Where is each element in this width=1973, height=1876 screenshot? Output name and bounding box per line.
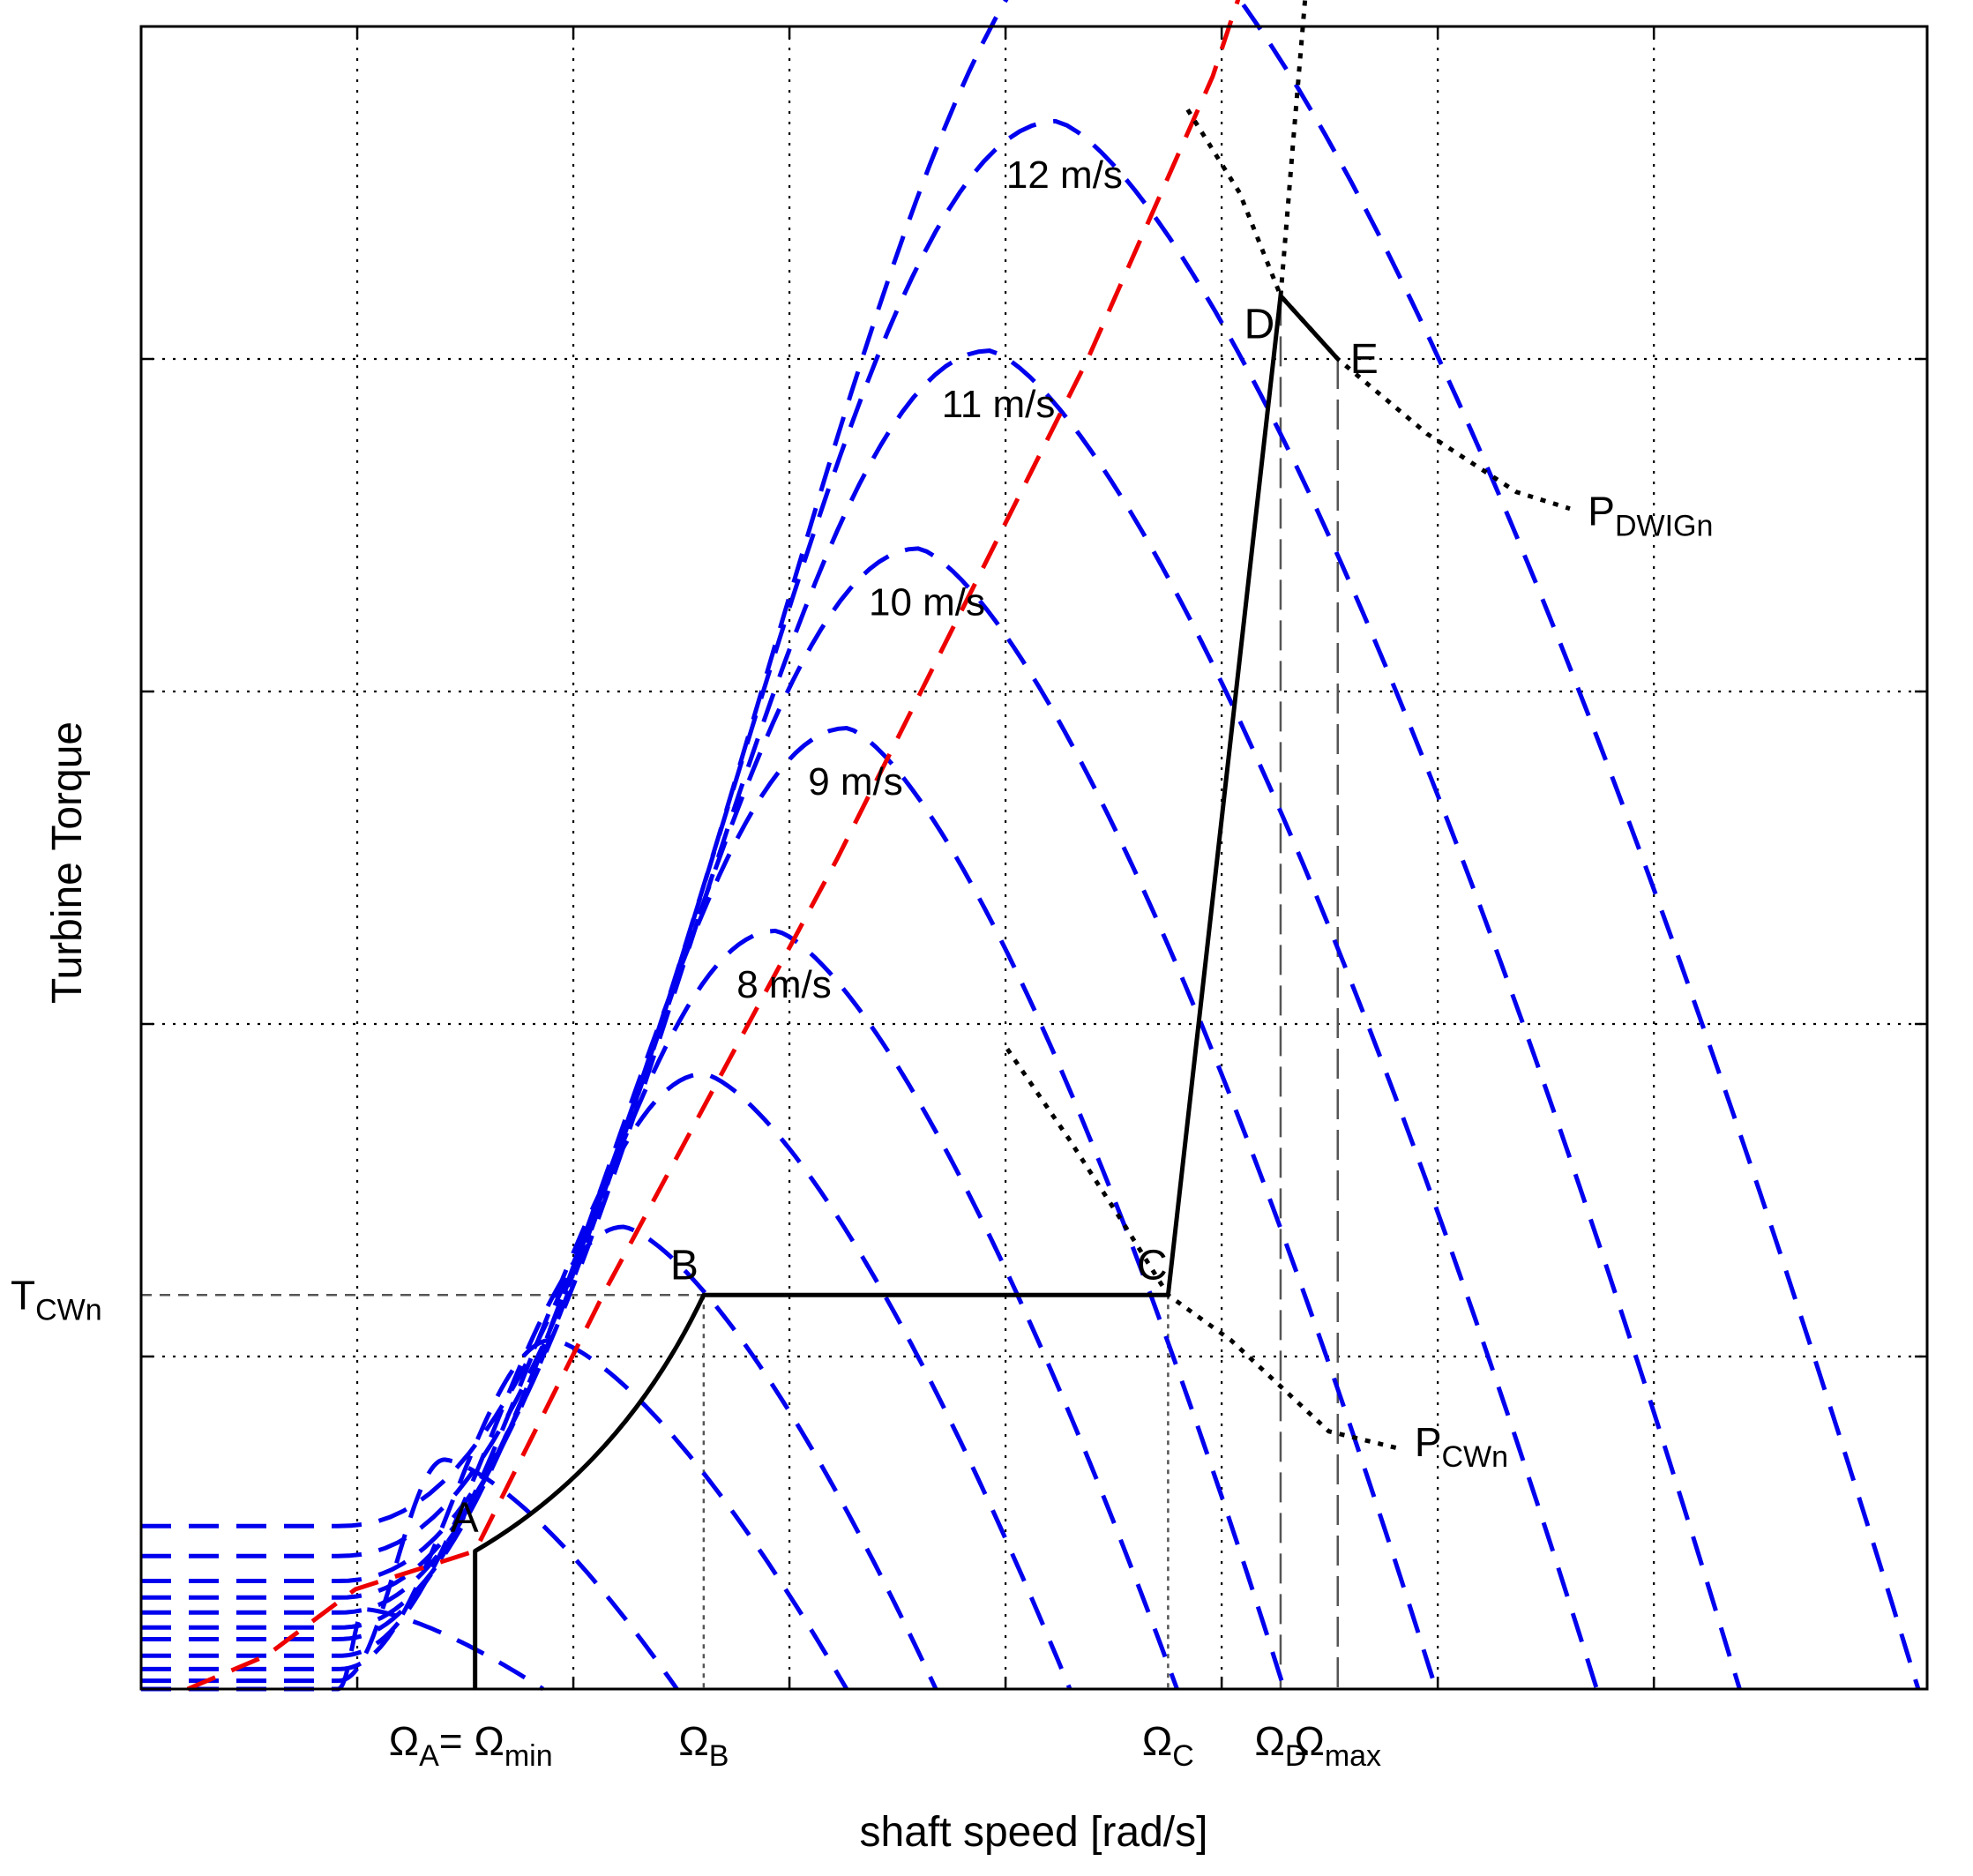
guide-lines — [141, 295, 1339, 1689]
y-axis-title: Turbine Torque — [44, 721, 91, 1004]
point-label-d: D — [1244, 301, 1275, 348]
point-label-b: B — [670, 1242, 699, 1289]
wind-label-8ms: 8 m/s — [736, 963, 832, 1006]
grid-lines — [141, 26, 1927, 1689]
p-dwign-upper-curve — [1278, 0, 1308, 296]
optimal-torque-curve — [186, 0, 1241, 1692]
wind-speed-curves — [141, 0, 1921, 1692]
wind-label-12ms: 12 m/s — [1006, 153, 1123, 197]
p-cwn-curve — [1005, 1047, 1398, 1451]
p-dwign-curve — [1185, 108, 1571, 512]
wind-curve-13ms — [141, 0, 1921, 1690]
x-tick-label-A: ΩA= Ωmin — [389, 1718, 553, 1773]
annotation-dwign: PDWIGn — [1588, 489, 1713, 543]
x-tick-label-C: ΩC — [1142, 1718, 1194, 1773]
x-tick-label-B: ΩB — [678, 1718, 729, 1773]
wind-curve-3ms — [141, 1606, 544, 1692]
power-limit-curves — [1005, 0, 1571, 1451]
wind-curve-5ms — [141, 1337, 849, 1691]
optimal-torque-curve-group — [186, 0, 1241, 1692]
wind-curve-6ms — [141, 1224, 938, 1691]
y-tick-label-cwn: TCWn — [11, 1272, 102, 1327]
point-label-e: E — [1350, 336, 1379, 383]
wind-label-10ms: 10 m/s — [869, 580, 985, 624]
x-tick-label-D: ΩD — [1254, 1718, 1306, 1773]
wind-label-11ms: 11 m/s — [942, 383, 1056, 426]
operating-path — [473, 293, 1340, 1689]
wind-curve-10ms — [141, 546, 1439, 1690]
tick-marks — [141, 26, 1927, 1689]
point-label-a: A — [451, 1495, 479, 1542]
x-tick-label-max: Ωmax — [1294, 1718, 1381, 1773]
plot-frame — [139, 25, 1929, 1691]
wind-curve-11ms — [141, 348, 1599, 1690]
point-label-c: C — [1137, 1242, 1168, 1289]
chart-labels: 8 m/s9 m/s10 m/s11 m/s12 m/s13 m/sABCDEP… — [451, 153, 1714, 1542]
wind-label-9ms: 9 m/s — [808, 760, 903, 803]
wind-curve-8ms — [141, 928, 1179, 1690]
x-axis-title: shaft speed [rad/s] — [860, 1809, 1208, 1856]
annotation-cwn: PCWn — [1415, 1419, 1508, 1474]
wind-curve-4ms — [141, 1457, 679, 1691]
operating-path-group — [473, 293, 1340, 1689]
